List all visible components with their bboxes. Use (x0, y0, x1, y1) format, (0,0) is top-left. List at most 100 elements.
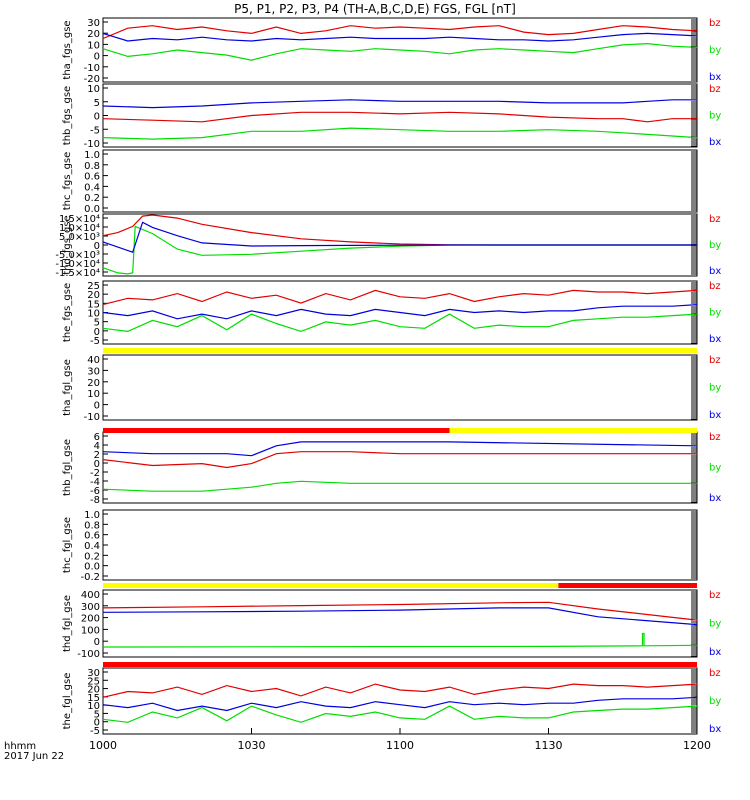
y-axis-label: thd_fgs_gse (62, 215, 73, 274)
y-tick-label: 1.0 (84, 150, 100, 161)
series-line-by (102, 632, 698, 648)
y-tick-label: 0 (94, 112, 100, 123)
legend-bz: bz (709, 214, 721, 225)
y-tick-label: 30 (87, 18, 100, 29)
y-tick-label: -1.5×10⁴ (55, 268, 100, 279)
y-tick-label: 0 (94, 401, 100, 412)
y-tick-label: 1.0×10⁴ (59, 223, 100, 234)
y-tick-label: -100 (77, 649, 100, 660)
legend-by: by (709, 696, 721, 707)
y-tick-label: 20 (87, 685, 100, 696)
series-line-bx (102, 99, 697, 109)
y-axis-label: the_fgs_gse (62, 283, 73, 342)
series-line-by (102, 225, 697, 275)
legend-bx: bx (709, 493, 721, 504)
series-line-bx (102, 607, 698, 626)
series-line-by (102, 480, 697, 492)
panel-frame (102, 667, 698, 735)
panel-frame (102, 509, 698, 581)
legend-by: by (709, 463, 721, 474)
y-tick-label: 5 (94, 318, 100, 329)
legend-bx: bx (709, 410, 721, 421)
y-tick-label: -0.2 (80, 572, 100, 583)
series-line-by (102, 705, 698, 723)
series-line-bx (102, 696, 698, 712)
y-axis-label: thc_fgl_gse (62, 517, 73, 573)
legend-bx: bx (709, 724, 721, 735)
status-bar-segment (103, 662, 697, 667)
y-tick-label: 0.0 (84, 562, 100, 573)
y-tick-label: 5 (94, 709, 100, 720)
y-tick-label: 300 (81, 602, 100, 613)
y-tick-label: -20 (84, 74, 100, 85)
y-axis-label: thc_fgs_gse (62, 152, 73, 211)
series-line-bx (102, 441, 698, 457)
legend-bz: bz (709, 590, 721, 601)
y-tick-label: 1.0 (84, 510, 100, 521)
y-tick-label: 0 (94, 327, 100, 338)
y-tick-label: 0.6 (84, 531, 100, 542)
y-tick-label: 30 (87, 366, 100, 377)
y-tick-label: 5 (94, 98, 100, 109)
y-tick-label: 0.0 (84, 204, 100, 215)
y-tick-label: 0.4 (84, 541, 100, 552)
y-tick-label: 0.8 (84, 520, 100, 531)
y-axis-label: tha_fgl_gse (62, 359, 73, 416)
y-tick-label: -8 (90, 495, 100, 506)
y-tick-label: 0 (94, 52, 100, 63)
y-tick-label: -4 (90, 477, 100, 488)
series-line-bz (102, 683, 698, 698)
y-tick-label: 2 (94, 450, 100, 461)
legend-bx: bx (709, 72, 721, 83)
legend-bz: bz (709, 355, 721, 366)
y-tick-label: 20 (87, 378, 100, 389)
y-tick-label: 200 (81, 614, 100, 625)
legend-bz: bz (709, 84, 721, 95)
status-bar-segment (103, 583, 559, 588)
y-tick-label: 5.0×10³ (59, 232, 100, 243)
status-bar-segment (103, 428, 450, 433)
series-line-bz (102, 601, 698, 621)
y-tick-label: 100 (81, 625, 100, 636)
legend-bx: bx (709, 266, 721, 277)
legend-bx: bx (709, 334, 721, 345)
legend-by: by (709, 240, 721, 251)
y-tick-label: 0.2 (84, 193, 100, 204)
y-tick-label: 1.5×10⁴ (59, 214, 100, 225)
series-line-bz (102, 111, 697, 123)
status-bar-segment (103, 348, 697, 353)
series-line-bx (102, 32, 698, 42)
y-tick-label: 40 (87, 355, 100, 366)
panel-thc_fgl_gse: 1.00.80.60.40.20.0-0.2 thc_fgl_gse (62, 509, 698, 588)
y-tick-label: -6 (90, 486, 100, 497)
series-line-by (102, 42, 698, 61)
y-tick-label: 10 (87, 701, 100, 712)
series-line-bz (102, 451, 697, 469)
legend-bx: bx (709, 647, 721, 658)
y-tick-label: 15 (87, 693, 100, 704)
panel-frame (102, 354, 698, 421)
y-tick-label: -5.0×10³ (55, 250, 100, 261)
y-tick-label: 0 (94, 459, 100, 470)
x-tick-label: 1130 (535, 739, 563, 752)
status-bar-segment (558, 583, 697, 588)
y-tick-label: -10 (84, 139, 100, 150)
series-line-bx (102, 221, 697, 253)
y-tick-label: -5 (90, 336, 100, 347)
y-tick-label: 0.2 (84, 551, 100, 562)
y-tick-label: 10 (87, 84, 100, 95)
series-line-bz (102, 289, 698, 306)
y-tick-label: 30 (87, 668, 100, 679)
series-line-by (102, 313, 698, 333)
y-tick-label: 400 (81, 590, 100, 601)
y-tick-label: -1.0×10⁴ (55, 259, 100, 270)
legend-bz: bz (709, 432, 721, 443)
x-tick-label: 1030 (238, 739, 266, 752)
y-tick-label: 10 (87, 389, 100, 400)
panel-frame (102, 431, 698, 504)
